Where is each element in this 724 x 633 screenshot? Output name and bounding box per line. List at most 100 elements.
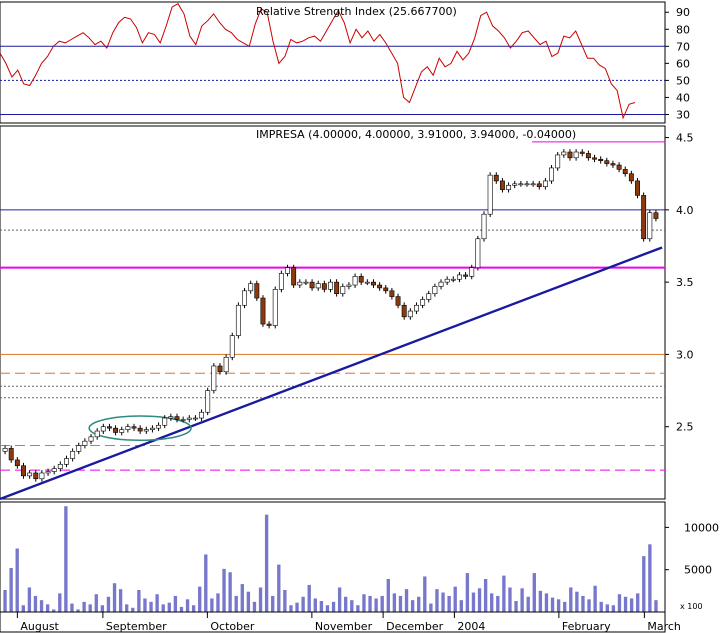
candle-body: [628, 173, 634, 182]
candle-body: [518, 183, 524, 186]
candle: [143, 426, 149, 434]
volume-bar: [611, 605, 616, 612]
candle-body: [592, 157, 597, 160]
candle-body: [377, 284, 383, 289]
candle: [567, 149, 573, 161]
volume-bar: [350, 600, 354, 612]
candle: [622, 166, 628, 177]
candle-body: [174, 416, 180, 420]
candle: [573, 149, 579, 161]
candle-body: [364, 281, 370, 284]
candle: [88, 433, 94, 445]
volume-bar: [179, 606, 184, 612]
candle-body: [125, 426, 131, 430]
candle: [174, 413, 180, 423]
candle: [469, 264, 475, 280]
volume-bar: [307, 584, 311, 612]
volume-bar: [587, 599, 591, 612]
candle-body: [88, 436, 94, 442]
volume-bar: [222, 568, 226, 612]
candle-body: [211, 365, 217, 391]
candle-body: [328, 281, 333, 290]
candle: [481, 211, 487, 242]
candle-body: [149, 427, 155, 430]
rsi-tick-label-70: 70: [676, 40, 690, 53]
candle-body: [555, 154, 561, 169]
volume-bar: [131, 607, 135, 612]
volume-bar: [325, 605, 330, 612]
candle: [131, 423, 137, 432]
candle: [278, 270, 284, 293]
candle: [125, 423, 131, 433]
candle-body: [82, 440, 88, 446]
candle: [518, 180, 524, 187]
candle: [137, 425, 143, 434]
candle-body: [414, 304, 419, 312]
volume-bar: [234, 595, 238, 612]
candle-body: [70, 450, 76, 459]
volume-bar: [538, 590, 543, 612]
volume-bar: [599, 601, 603, 612]
candle-body: [395, 296, 401, 306]
volume-bar: [118, 589, 123, 612]
volume-bar: [33, 595, 38, 612]
price-y-axis: 2.5 3.0 3.5 4.0 4.5: [665, 132, 694, 434]
volume-bar: [246, 591, 251, 612]
volume-bar: [502, 575, 506, 612]
candle-body: [616, 164, 622, 170]
candle-body: [321, 283, 327, 290]
price-tick-label: 4.0: [676, 204, 694, 217]
volume-bar: [617, 594, 622, 612]
price-tick-label: 2.5: [676, 421, 694, 434]
volume-bar: [112, 583, 117, 612]
candle-body: [64, 458, 69, 465]
volume-bar: [629, 598, 634, 612]
rsi-tick-label-40: 40: [676, 91, 690, 104]
candle: [291, 264, 297, 288]
candle: [610, 160, 616, 168]
volume-bar: [508, 587, 512, 612]
candle-body: [315, 283, 321, 289]
price-tick-label: 3.0: [676, 348, 694, 361]
candle-body: [235, 304, 241, 336]
volume-bar: [459, 600, 463, 612]
candle-body: [653, 212, 659, 219]
candle-body: [481, 213, 487, 240]
candle-body: [309, 281, 315, 289]
candle: [585, 150, 591, 161]
time-tick-label: 2004: [457, 620, 485, 633]
volume-bar: [575, 591, 579, 612]
candle-body: [242, 290, 247, 306]
candle-body: [8, 448, 14, 461]
candle: [512, 180, 518, 189]
rsi-tick-label-50: 50: [676, 74, 690, 87]
candle: [33, 470, 39, 482]
price-tick-label: 3.5: [676, 276, 694, 289]
candle: [506, 182, 512, 193]
candle-body: [285, 267, 290, 274]
candle-body: [143, 429, 149, 432]
candle: [285, 264, 290, 277]
volume-bar: [228, 572, 232, 612]
candle-body: [573, 151, 579, 159]
volume-bar: [3, 590, 7, 612]
candle: [536, 180, 542, 190]
time-tick-label: October: [210, 620, 254, 633]
volume-bar: [569, 587, 573, 612]
candle: [211, 363, 217, 394]
volume-bar: [417, 596, 421, 612]
candle-body: [131, 426, 137, 429]
candle: [235, 302, 241, 339]
candle: [438, 279, 444, 290]
candle: [192, 415, 198, 421]
candle-body: [499, 180, 505, 190]
volume-y-axis: 5000 10000: [665, 521, 719, 577]
candle: [162, 415, 168, 429]
candle: [395, 293, 401, 309]
candle-body: [33, 472, 39, 480]
volume-bar: [490, 593, 494, 612]
candle-body: [266, 323, 272, 326]
candle-body: [205, 390, 211, 413]
candle-body: [579, 151, 585, 154]
